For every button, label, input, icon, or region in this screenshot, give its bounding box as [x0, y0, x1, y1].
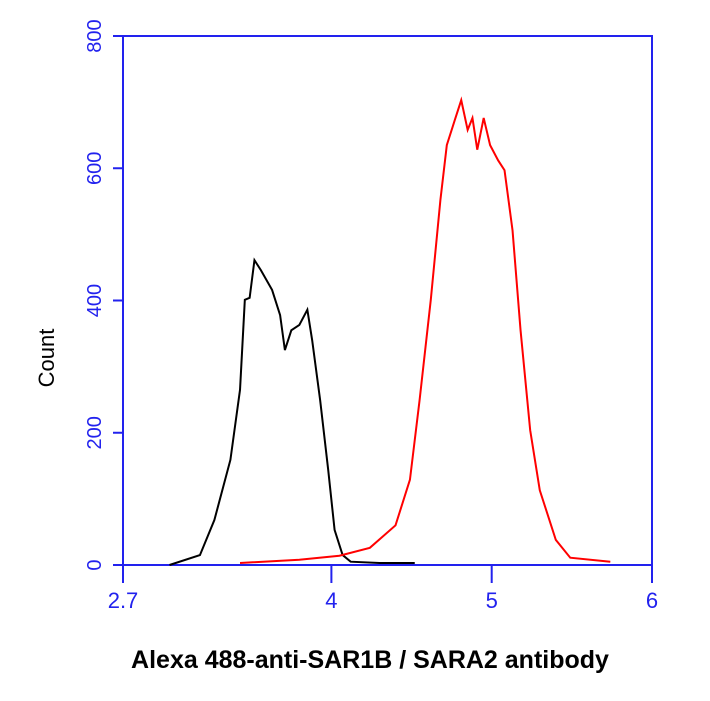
y-tick-label: 200: [84, 416, 106, 449]
x-tick-label: 6: [646, 588, 658, 613]
x-axis-label: Alexa 488-anti-SAR1B / SARA2 antibody: [131, 646, 609, 674]
x-tick-label: 2.7: [108, 588, 139, 613]
histogram-line: [239, 96, 611, 565]
x-tick-label: 4: [325, 588, 337, 613]
y-tick-label: 800: [84, 19, 106, 52]
plot-frame: [122, 35, 653, 566]
y-tick-label: 400: [84, 284, 106, 317]
histogram-line: [169, 257, 415, 566]
y-tick-label: 600: [84, 152, 106, 185]
y-tick-label: 0: [84, 559, 106, 570]
y-axis-label: Count: [34, 329, 59, 388]
x-tick-label: 5: [486, 588, 498, 613]
